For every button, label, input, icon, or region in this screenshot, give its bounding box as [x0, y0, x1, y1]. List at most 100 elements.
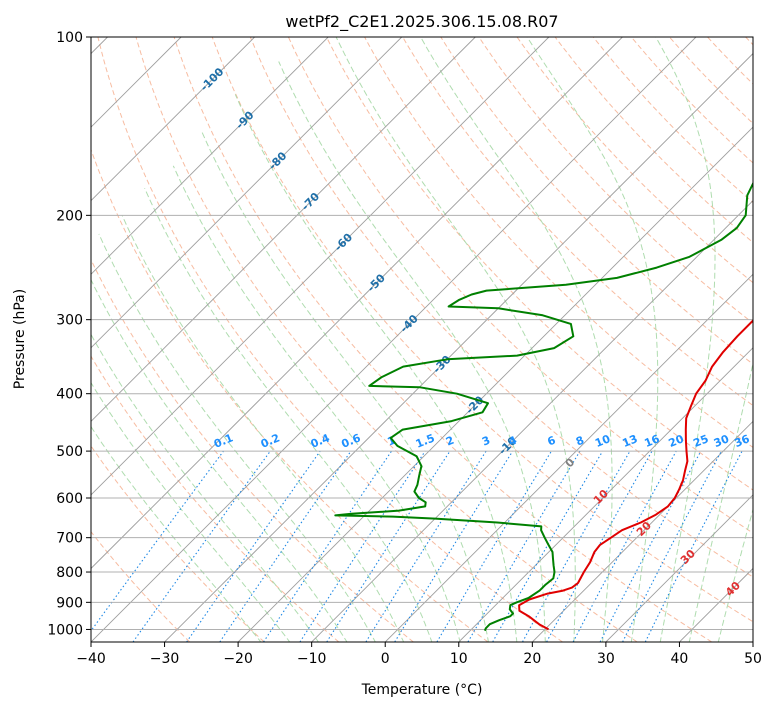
y-tick-label: 600: [56, 491, 83, 507]
y-axis-label: Pressure (hPa): [12, 289, 28, 389]
dry-adiabat: [478, 37, 753, 324]
isotherm: [752, 641, 753, 642]
mixing-ratio-label: 0.2: [259, 431, 282, 450]
dry-adiabat: [173, 37, 713, 642]
mixing-ratio-label: 3: [480, 434, 492, 449]
mixing-ratio-label: 2: [444, 434, 456, 449]
dry-adiabat: [91, 530, 191, 642]
mixing-ratio-line: [132, 450, 271, 642]
isotherm: [91, 37, 476, 422]
y-tick-label: 100: [56, 30, 83, 46]
profiles: [334, 181, 753, 632]
pressure-grid: [91, 37, 753, 630]
x-axis: −40 −30 −20 −10 0 10 20 30 40 50: [76, 642, 762, 667]
isotherm: [91, 37, 329, 275]
dry-adiabat: [91, 355, 340, 642]
chart-title: wetPf2_C2E1.2025.306.15.08.R07: [285, 12, 558, 32]
isotherm: [164, 52, 753, 642]
dry-adiabat: [440, 37, 753, 365]
moist-adiabat: [717, 507, 753, 642]
moist-adiabat: [526, 37, 659, 642]
y-axis: 1000 900 800 700 600 500 400 300 200 100: [47, 30, 91, 638]
mixing-ratio-label: 30: [712, 432, 731, 450]
mixing-ratio-label: 8: [574, 434, 586, 449]
mixing-ratio-line: [644, 450, 743, 642]
y-tick-label: 1000: [47, 622, 83, 638]
dry-adiabat: [249, 37, 753, 578]
moist-adiabat: [91, 333, 320, 642]
dry-adiabat: [516, 37, 753, 284]
moist-adiabat: [335, 37, 576, 642]
y-tick-label: 500: [56, 444, 83, 460]
mixing-ratio-label: 0.4: [309, 431, 332, 450]
isotherm: [605, 494, 753, 642]
plot-frame: [90, 36, 754, 643]
moist-adiabat: [655, 37, 716, 642]
mixing-ratio-line: [299, 450, 426, 642]
y-tick-label: 800: [56, 565, 83, 581]
dry-adiabat: [745, 37, 753, 46]
moist-adiabat: [91, 425, 262, 642]
isotherm: [384, 273, 753, 642]
x-tick-label: −40: [76, 651, 106, 667]
mixing-ratio-label: 10: [593, 432, 612, 450]
x-tick-label: −10: [297, 651, 327, 667]
moist-adiabat-label: 30: [678, 547, 698, 567]
moist-adiabat: [98, 233, 376, 642]
mixing-ratio-label: 36: [732, 432, 751, 450]
x-axis-label: Temperature (°C): [361, 682, 483, 698]
dry-adiabat: [402, 37, 753, 407]
mixing-ratio-line: [186, 450, 321, 642]
moist-adiabat: [278, 61, 546, 642]
moist-adiabat: [91, 381, 291, 642]
isotherm: [91, 37, 623, 570]
mixing-ratio-label: 13: [620, 432, 639, 450]
x-tick-label: 30: [597, 651, 615, 667]
mixing-ratio-label: 1: [386, 434, 398, 449]
isotherm: [458, 347, 753, 642]
dry-adiabat: [211, 37, 753, 623]
mixing-ratio-label: 25: [691, 432, 710, 450]
y-tick-label: 700: [56, 531, 83, 547]
mixing-ratio-line: [219, 450, 352, 642]
moist-adiabat-label: 10: [591, 487, 611, 507]
moist-adiabat: [234, 94, 518, 642]
dry-adiabat: [91, 445, 265, 642]
temperature-line: [518, 319, 753, 631]
dry-adiabat: [91, 148, 489, 642]
mixing-ratio-line: [91, 450, 224, 632]
dry-adiabat: [326, 37, 753, 491]
mixing-ratio-line: [572, 450, 677, 642]
mixing-ratio-line: [436, 450, 552, 642]
isotherm: [91, 37, 697, 642]
isotherm: [679, 567, 753, 642]
isotherm: [91, 37, 403, 349]
isotherm: [532, 420, 753, 642]
moist-adiabat: [144, 187, 433, 642]
dry-adiabat: [97, 37, 563, 642]
mixing-ratio-line: [522, 450, 631, 642]
isotherm: [237, 126, 753, 642]
dry-adiabat: [287, 37, 753, 534]
mixing-ratio-line: [263, 450, 392, 642]
moist-adiabat: [172, 165, 461, 642]
isotherm: [311, 200, 753, 642]
y-tick-label: 400: [56, 387, 83, 403]
x-tick-label: 50: [744, 651, 762, 667]
moist-adiabat: [121, 215, 405, 642]
mixing-ratio-label: 20: [667, 432, 686, 450]
mixing-ratio-label: 0.1: [212, 431, 235, 450]
mixing-ratio-label: 1.5: [414, 431, 437, 450]
x-tick-label: 20: [523, 651, 541, 667]
dewpoint-line: [334, 181, 753, 632]
mixing-ratio-line: [326, 450, 451, 642]
y-tick-label: 200: [56, 208, 83, 224]
moist-adiabat: [688, 360, 753, 642]
y-tick-label: 900: [56, 595, 83, 611]
dry-adiabat: [592, 37, 753, 204]
dry-adiabat: [91, 258, 414, 642]
y-tick-label: 300: [56, 313, 83, 329]
mixing-ratio-line: [599, 450, 702, 642]
x-tick-label: 10: [450, 651, 468, 667]
